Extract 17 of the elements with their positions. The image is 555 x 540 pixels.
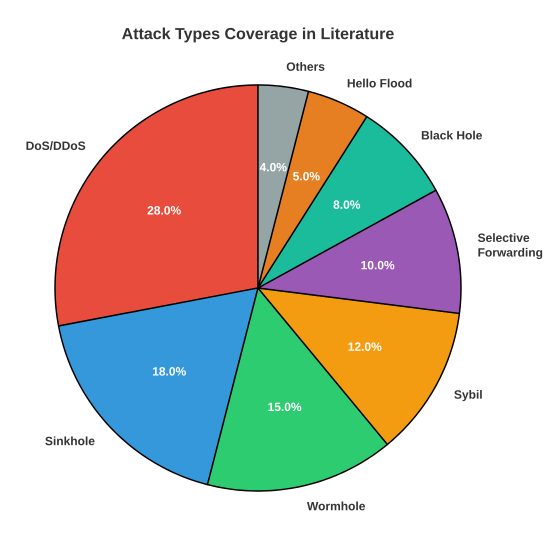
slice-label: Hello Flood [348,78,412,88]
data-label: 12.0% [348,342,382,351]
slice-label: Others [286,62,324,71]
slice-label: Wormhole [306,502,366,510]
slice-label: Sinkhole [45,436,95,446]
chart-title: Attack Types Coverage in Literature [122,28,394,42]
slice-label: Black Hole [422,130,482,140]
slice-label: Selective Forwarding [478,233,542,260]
data-label: 15.0% [268,402,302,412]
slice-label: DoS/DDoS [26,141,86,150]
data-label: 18.0% [152,367,186,376]
data-label: 4.0% [260,162,287,172]
data-label: 10.0% [361,260,394,270]
slice-label: Sybil [454,390,482,402]
data-label: 8.0% [333,200,360,209]
data-label: 28.0% [148,206,181,215]
data-label: 5.0% [293,172,320,180]
